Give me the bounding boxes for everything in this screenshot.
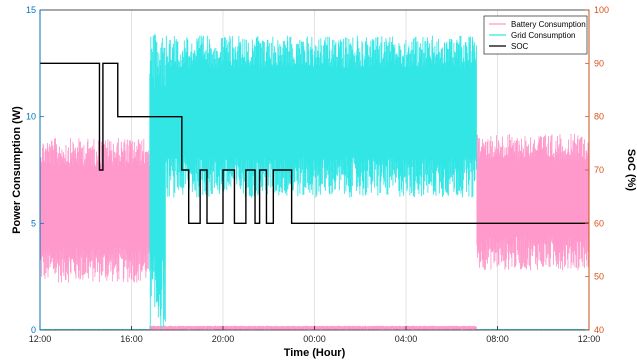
- y-left-tick-label: 15: [26, 5, 36, 15]
- series-segment: [39, 138, 150, 283]
- x-tick-label: 00:00: [303, 334, 326, 344]
- y-left-tick-label: 0: [31, 325, 36, 335]
- y-right-tick-label: 70: [594, 165, 604, 175]
- x-tick-label: 12:00: [578, 334, 601, 344]
- series-segment: [149, 34, 166, 329]
- y-right-tick-label: 40: [594, 325, 604, 335]
- y-right-tick-label: 50: [594, 272, 604, 282]
- y-left-axis-title: Power Consumption (W): [11, 106, 23, 234]
- y-right-tick-label: 80: [594, 112, 604, 122]
- soc-series: [40, 62, 589, 225]
- y-right-tick-label: 60: [594, 218, 604, 228]
- series-segment: [476, 328, 589, 330]
- grid-consumption-series: [39, 34, 589, 330]
- legend-label: SOC: [511, 42, 529, 51]
- x-tick-label: 04:00: [395, 334, 418, 344]
- soc-line: [40, 62, 589, 225]
- y-right-tick-label: 100: [594, 5, 609, 15]
- x-tick-label: 08:00: [486, 334, 509, 344]
- series-segment: [149, 325, 477, 330]
- legend-label: Battery Consumption: [511, 20, 586, 29]
- legend-label: Grid Consumption: [511, 31, 575, 40]
- x-tick-label: 16:00: [120, 334, 143, 344]
- y-right-axis-title: SoC (%): [625, 149, 637, 192]
- x-axis-title: Time (Hour): [284, 347, 346, 359]
- y-left-tick-label: 10: [26, 112, 36, 122]
- series-segment: [165, 35, 477, 198]
- y-left-tick-label: 5: [31, 218, 36, 228]
- series-segment: [476, 133, 589, 271]
- x-tick-label: 12:00: [29, 334, 52, 344]
- tick-labels: 12:00 16:00 20:00 00:00 04:00 08:00 12:0005101…: [26, 5, 609, 344]
- legend: Battery Consumption Grid Consumption SOC: [483, 15, 588, 55]
- y-right-tick-label: 90: [594, 58, 604, 68]
- x-tick-label: 20:00: [212, 334, 235, 344]
